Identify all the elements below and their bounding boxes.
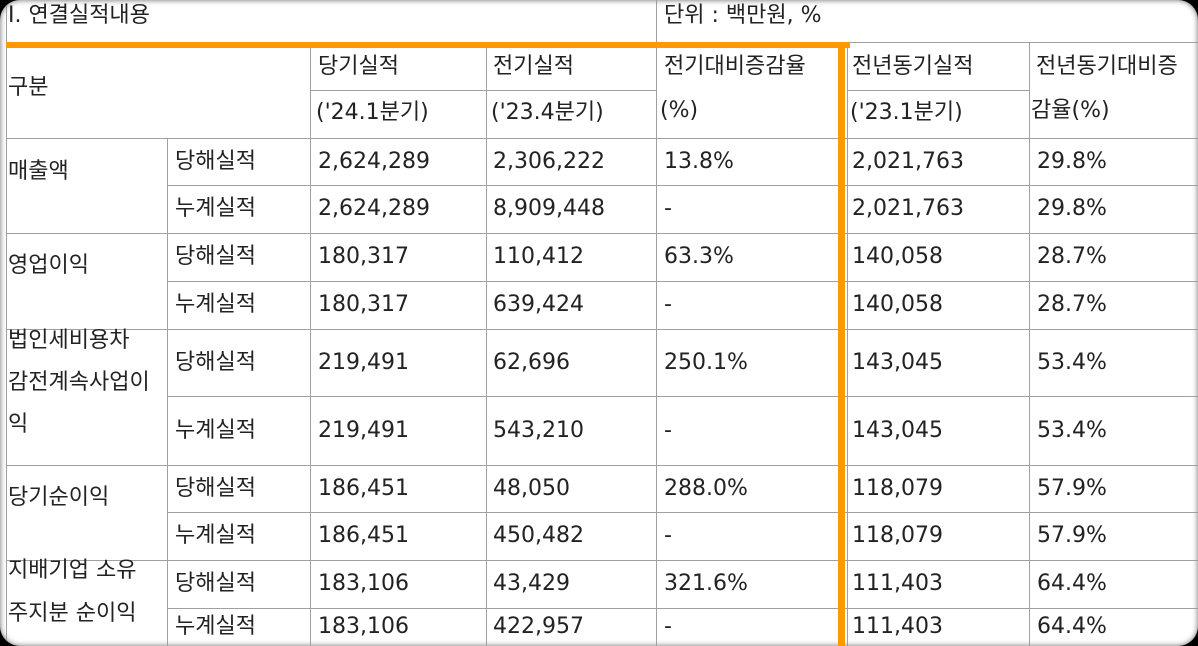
col-header-previous: 전기실적 [493,54,574,79]
col-header-current: 당기실적 [318,54,399,79]
sub-row-type: 누계실적 [175,292,256,317]
cell-current: 219,491 [318,349,409,375]
cell-prior-year: 140,058 [852,292,943,317]
col-header-prior-year: 전년동기실적 [852,54,974,79]
cell-yoy: 28.7% [1037,244,1107,269]
row-label: 지배기업 소유 [8,558,137,583]
sub-row-type: 누계실적 [175,196,256,221]
cell-yoy: 28.7% [1037,292,1107,317]
row-label: 법인세비용차 [8,328,130,353]
cell-yoy: 29.8% [1037,196,1107,221]
cell-qoq: 63.3% [664,244,734,269]
cell-yoy: 57.9% [1037,523,1107,548]
sub-row-type: 당해실적 [175,244,256,269]
cell-prior-year: 2,021,763 [852,196,964,221]
cell-current: 2,624,289 [318,148,430,174]
cell-previous: 2,306,222 [493,148,605,174]
cell-previous: 543,210 [493,417,584,443]
cell-current: 180,317 [318,292,409,317]
cell-qoq: - [664,523,672,548]
cell-qoq: - [664,417,672,443]
cell-yoy: 53.4% [1037,417,1107,443]
col-header-prior-year-period: ('23.1분기) [850,100,963,125]
cell-previous: 422,957 [493,614,584,639]
cell-qoq: - [664,614,672,639]
cell-qoq: 321.6% [664,571,748,596]
sub-row-type: 당해실적 [175,349,256,375]
cell-yoy: 57.9% [1037,475,1107,501]
cell-current: 2,624,289 [318,196,430,221]
cell-prior-year: 111,403 [852,571,943,596]
cell-previous: 450,482 [493,523,584,548]
row-label: 매출액 [8,159,69,184]
col-header-previous-period: ('23.4분기) [491,100,604,125]
cell-qoq: - [664,196,672,221]
cell-current: 183,106 [318,614,409,639]
sub-row-type: 누계실적 [175,614,256,639]
unit-label: 단위 : 백만원, % [664,3,822,28]
sub-row-type: 누계실적 [175,417,256,443]
col-header-category: 구분 [8,75,49,100]
cell-prior-year: 140,058 [852,244,943,269]
cell-qoq: 288.0% [664,475,748,501]
highlight-box-right [838,42,845,646]
cell-current: 180,317 [318,244,409,269]
cell-qoq: 13.8% [664,148,734,174]
cell-prior-year: 143,045 [852,349,943,375]
sub-row-type: 누계실적 [175,523,256,548]
cell-previous: 43,429 [493,571,570,596]
cell-yoy: 29.8% [1037,148,1107,174]
cell-previous: 639,424 [493,292,584,317]
row-label: 당기순이익 [8,485,110,510]
cell-previous: 8,909,448 [493,196,605,221]
col-header-qoq: 전기대비증감율 [664,54,806,79]
cell-yoy: 53.4% [1037,349,1107,375]
cell-prior-year: 118,079 [852,475,943,501]
row-label: 감전계속사업이 [8,370,150,395]
cell-prior-year: 118,079 [852,523,943,548]
cell-qoq: 250.1% [664,349,748,375]
cell-previous: 48,050 [493,475,570,501]
col-header-yoy: 전년동기대비증 [1036,54,1178,79]
col-header-current-period: ('24.1분기) [316,100,429,125]
cell-current: 219,491 [318,417,409,443]
cell-yoy: 64.4% [1037,571,1107,596]
section-title: I. 연결실적내용 [8,3,150,28]
cell-current: 186,451 [318,475,409,501]
row-label: 주지분 순이익 [8,601,137,626]
cell-current: 183,106 [318,571,409,596]
highlight-box-top [6,42,850,48]
cell-previous: 62,696 [493,349,570,375]
cell-prior-year: 2,021,763 [852,148,964,174]
cell-prior-year: 111,403 [852,614,943,639]
cell-prior-year: 143,045 [852,417,943,443]
row-label: 영업이익 [8,253,89,278]
cell-previous: 110,412 [493,244,584,269]
row-label: 익 [8,412,29,437]
sub-row-type: 당해실적 [175,475,256,501]
sub-row-type: 당해실적 [175,148,256,174]
cell-qoq: - [664,292,672,317]
col-header-yoy-unit: 감율(%) [1031,98,1110,123]
cell-yoy: 64.4% [1037,614,1107,639]
sub-row-type: 당해실적 [175,571,256,596]
cell-current: 186,451 [318,523,409,548]
col-header-qoq-unit: (%) [660,98,699,123]
